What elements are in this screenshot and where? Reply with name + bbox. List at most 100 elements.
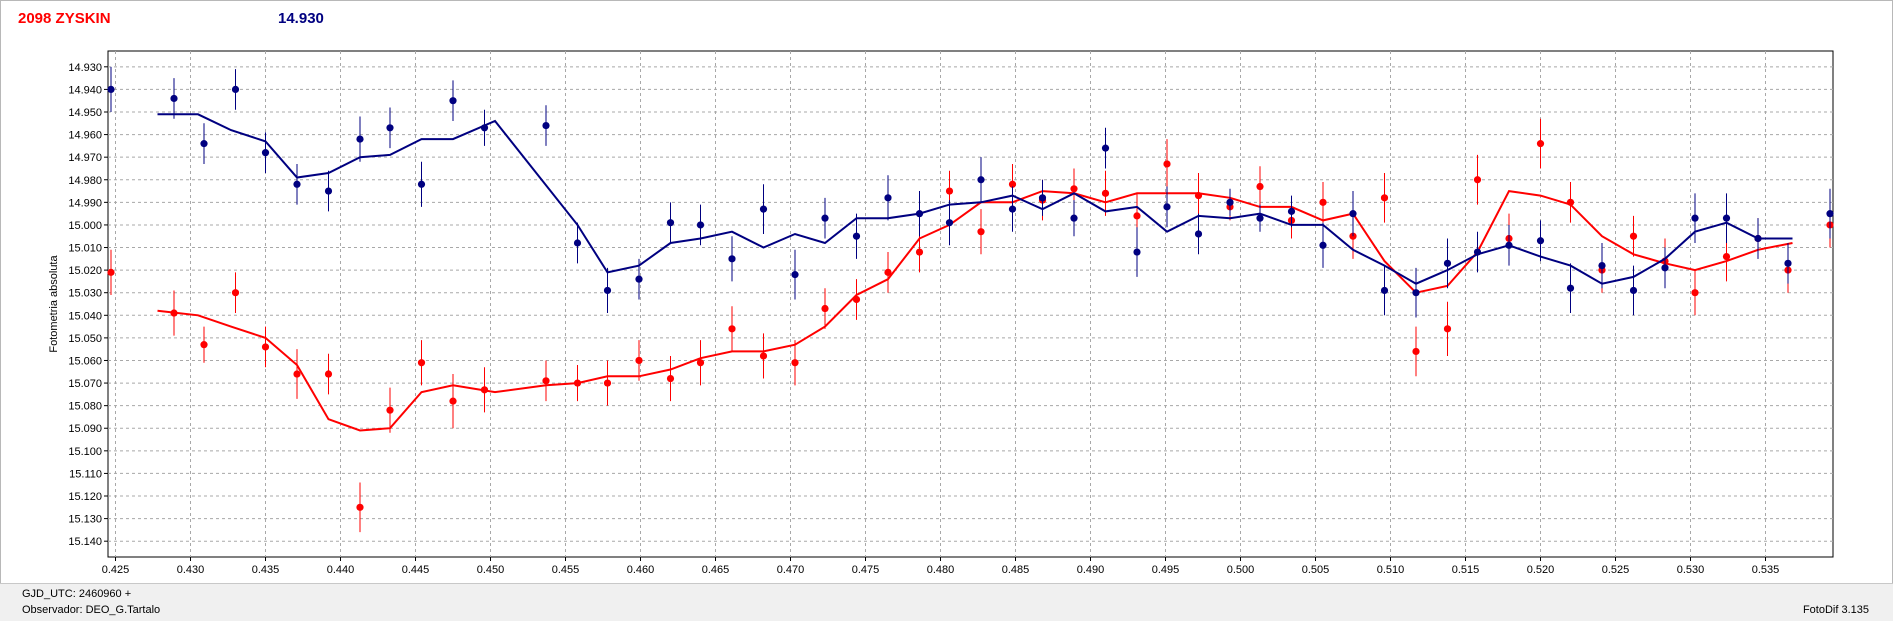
data-point xyxy=(449,397,457,405)
data-point xyxy=(759,352,768,360)
data-point xyxy=(417,180,426,188)
data-point xyxy=(603,286,612,295)
grid-lines xyxy=(108,51,1833,557)
data-point xyxy=(1101,189,1110,197)
data-point xyxy=(1473,248,1482,256)
gjd-label: GJD_UTC: 2460960 + xyxy=(22,588,132,600)
y-axis-label: Fotometria absoluta xyxy=(48,255,60,353)
data-point xyxy=(573,239,582,247)
data-point xyxy=(1194,230,1203,238)
data-point xyxy=(1319,198,1327,206)
data-point xyxy=(1598,261,1606,270)
y-tick-label: 14.960 xyxy=(68,130,102,142)
data-point xyxy=(1319,241,1327,249)
data-point xyxy=(1133,248,1141,256)
x-tick-label: 0.475 xyxy=(852,564,880,576)
x-tick-label: 0.445 xyxy=(402,564,430,576)
data-point xyxy=(759,205,768,213)
trend-line xyxy=(157,190,1793,432)
x-tick-label: 0.510 xyxy=(1377,564,1405,576)
x-axis-ticks: 0.425 0.430 0.435 0.440 0.445 0.450 0.455 0.460… xyxy=(102,557,1780,576)
data-point xyxy=(1629,286,1638,295)
data-point xyxy=(1505,241,1513,249)
x-tick-label: 0.440 xyxy=(327,564,355,576)
data-point xyxy=(1380,286,1389,295)
data-point xyxy=(977,176,985,184)
data-point xyxy=(231,85,240,94)
y-tick-label: 15.020 xyxy=(68,265,102,277)
y-tick-label: 15.060 xyxy=(68,355,102,367)
data-point xyxy=(107,268,115,276)
y-tick-label: 15.120 xyxy=(68,491,102,503)
data-point xyxy=(1070,214,1078,222)
data-point xyxy=(728,255,736,263)
data-point xyxy=(791,359,799,367)
x-tick-label: 0.465 xyxy=(702,564,730,576)
data-point xyxy=(542,121,550,130)
x-tick-label: 0.515 xyxy=(1452,564,1480,576)
data-point xyxy=(1536,140,1545,148)
data-point xyxy=(977,228,985,236)
plot-area xyxy=(107,50,1834,558)
y-tick-label: 15.080 xyxy=(68,401,102,413)
data-point xyxy=(1101,144,1110,152)
software-version: FotoDif 3.135 xyxy=(1802,604,1869,616)
data-point xyxy=(1070,185,1078,193)
data-point xyxy=(1536,237,1545,245)
series-blue xyxy=(107,66,1834,318)
data-point xyxy=(1133,212,1141,220)
series-layer xyxy=(107,66,1834,533)
data-point xyxy=(915,210,924,218)
data-point xyxy=(1287,207,1296,215)
data-point xyxy=(293,370,301,378)
y-tick-label: 15.070 xyxy=(68,378,102,390)
data-point xyxy=(324,187,333,195)
data-point xyxy=(200,140,208,148)
data-point xyxy=(1412,289,1420,297)
data-point xyxy=(1784,259,1792,267)
data-point xyxy=(1163,160,1171,168)
data-point xyxy=(1722,252,1731,261)
data-point xyxy=(356,503,364,511)
data-point xyxy=(107,85,115,94)
data-point xyxy=(480,386,489,394)
x-tick-label: 0.435 xyxy=(252,564,280,576)
light-curve-chart: 0.425 0.430 0.435 0.440 0.445 0.450 0.455 0.460… xyxy=(48,50,1834,576)
y-tick-label: 15.000 xyxy=(68,220,102,232)
x-tick-label: 0.535 xyxy=(1752,564,1780,576)
data-point xyxy=(261,343,270,351)
x-tick-label: 0.455 xyxy=(552,564,580,576)
data-point xyxy=(293,180,301,188)
data-point xyxy=(1754,234,1762,243)
data-point xyxy=(635,356,643,365)
data-point xyxy=(1038,194,1047,202)
y-tick-label: 15.130 xyxy=(68,514,102,526)
data-point xyxy=(884,268,892,276)
data-point xyxy=(635,275,643,283)
y-tick-label: 15.050 xyxy=(68,333,102,345)
y-tick-label: 14.930 xyxy=(68,62,102,74)
data-point xyxy=(696,359,705,367)
data-point xyxy=(1826,210,1834,218)
x-tick-label: 0.460 xyxy=(627,564,655,576)
data-point xyxy=(1661,264,1669,272)
x-tick-label: 0.500 xyxy=(1227,564,1255,576)
data-point xyxy=(386,124,394,132)
data-point xyxy=(542,377,550,385)
x-tick-label: 0.450 xyxy=(477,564,505,576)
data-point xyxy=(386,406,394,414)
y-tick-label: 14.940 xyxy=(68,84,102,96)
x-tick-label: 0.485 xyxy=(1002,564,1030,576)
data-point xyxy=(791,271,799,279)
data-point xyxy=(852,295,861,304)
observer-label: Observador: DEO_G.Tartalo xyxy=(22,604,161,616)
y-tick-label: 14.990 xyxy=(68,197,102,209)
data-point xyxy=(1008,205,1017,213)
data-point xyxy=(884,194,892,202)
data-point xyxy=(1473,176,1482,184)
data-point xyxy=(261,149,270,157)
x-tick-label: 0.470 xyxy=(777,564,805,576)
data-point xyxy=(417,359,426,367)
status-footer: GJD_UTC: 2460960 + Observador: DEO_G.Tar… xyxy=(0,583,1893,621)
y-tick-label: 14.950 xyxy=(68,107,102,119)
